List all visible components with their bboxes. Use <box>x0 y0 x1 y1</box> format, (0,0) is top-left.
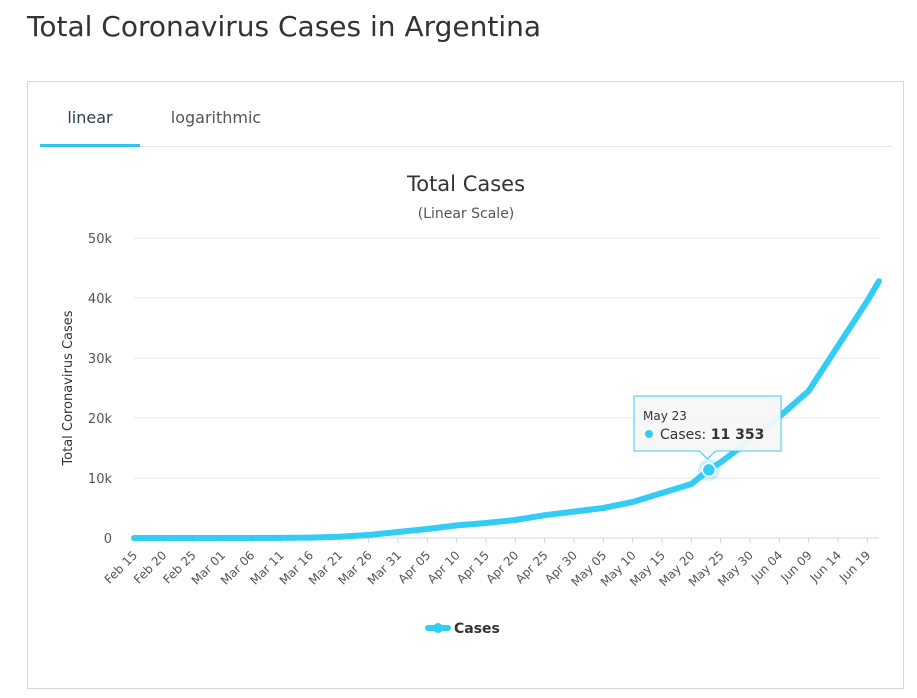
y-tick-label: 30k <box>88 352 113 367</box>
page-title: Total Coronavirus Cases in Argentina <box>27 10 542 43</box>
x-tick-label: Jun 14 <box>807 548 844 585</box>
tab-logarithmic[interactable]: logarithmic <box>170 108 262 127</box>
legend-marker-cases <box>433 623 443 633</box>
series-line-cases <box>131 278 882 541</box>
y-tick-label: 0 <box>104 532 112 547</box>
chart-subtitle: (Linear Scale) <box>418 206 515 222</box>
y-tick-label: 20k <box>88 412 113 427</box>
tooltip-box <box>633 395 782 460</box>
chart-title: Total Cases <box>406 172 525 196</box>
tooltip: May 23 Cases: 11 353 <box>633 395 782 481</box>
series-layer <box>131 278 882 541</box>
y-tick-label: 10k <box>88 472 113 487</box>
x-tick-label: Jun 04 <box>748 548 785 585</box>
tooltip-series-label: Cases: 11 353 <box>660 427 764 443</box>
hover-point <box>701 462 717 478</box>
y-tick-label: 50k <box>88 232 113 247</box>
x-tick-label: Jun 19 <box>836 548 873 585</box>
tooltip-value: 11 353 <box>711 427 765 443</box>
legend[interactable]: Cases <box>425 621 500 637</box>
grid-lines <box>134 237 879 539</box>
chart-card: linear logarithmic <box>27 81 904 689</box>
legend-label-cases[interactable]: Cases <box>454 621 500 637</box>
x-tick-label: Jun 09 <box>777 548 814 585</box>
y-axis-ticks: 0 10k 20k 30k 40k 50k <box>88 232 113 547</box>
y-axis-label: Total Coronavirus Cases <box>61 310 76 466</box>
tooltip-series-dot <box>645 430 653 438</box>
tab-linear[interactable]: linear <box>40 98 140 147</box>
scale-tabs: linear logarithmic <box>40 98 892 147</box>
y-tick-label: 40k <box>88 292 113 307</box>
tooltip-date: May 23 <box>643 409 687 423</box>
